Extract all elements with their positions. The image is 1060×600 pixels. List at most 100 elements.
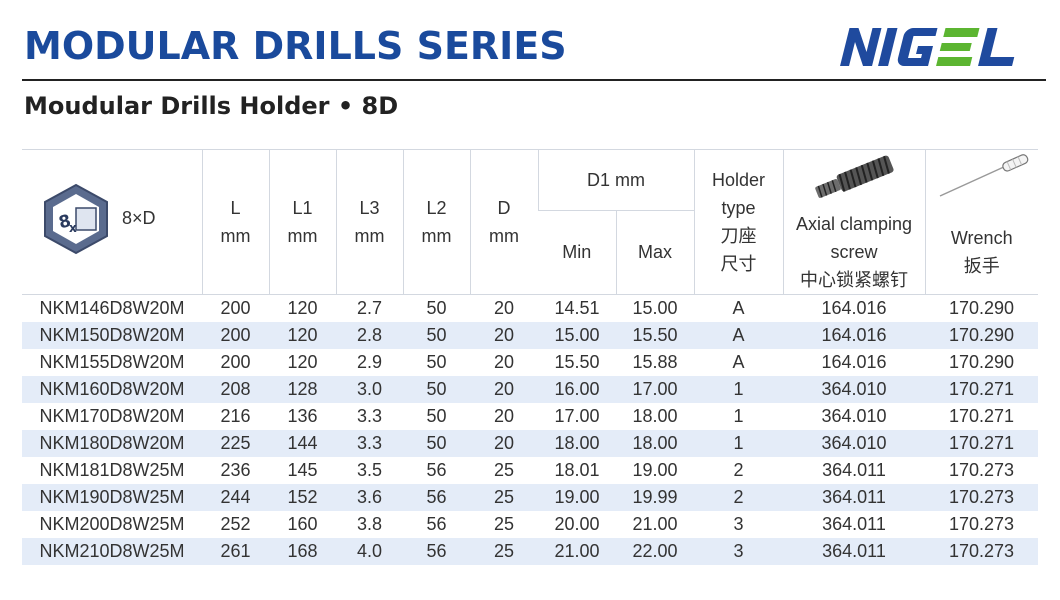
cell-D: 20 — [493, 406, 515, 426]
cell-d1-max: 15.00 — [632, 298, 678, 318]
section-subtitle: Moudular Drills Holder • 8D — [24, 92, 399, 120]
cell-L: 252 — [220, 514, 251, 534]
cell-L1: 120 — [287, 298, 318, 318]
cell-d1-max: 15.88 — [632, 352, 678, 372]
wrench-icon — [939, 154, 1029, 197]
cell-L: 261 — [202, 538, 269, 565]
wrench-image-cell — [924, 149, 1038, 210]
cell-wrench: 170.290 — [948, 298, 1015, 318]
cell-wrench: 170.271 — [925, 376, 1038, 403]
cell-part-number: NKM210D8W25M — [22, 538, 202, 565]
cell-L1: 144 — [269, 430, 336, 457]
cell-part-number: NKM146D8W20M — [39, 298, 185, 318]
cell-holder-type: A — [732, 352, 745, 372]
cell-d1-max: 19.00 — [632, 460, 678, 480]
col-header-L3: L3 mm — [335, 149, 403, 295]
cell-L: 200 — [220, 298, 251, 318]
table-body: NKM146D8W20M 200 120 2.7 50 20 14.51 15.00 A 164.… — [22, 295, 1038, 565]
cell-L3: 2.9 — [356, 352, 383, 372]
nigel-logo — [836, 26, 1036, 73]
screw-icon — [815, 155, 894, 198]
cell-part-number: NKM200D8W25M — [39, 514, 185, 534]
table-row: NKM150D8W20M 200 120 2.8 50 20 15.00 15.50 A 164.… — [22, 322, 1038, 349]
table-row: NKM180D8W20M 225 144 3.3 50 20 18.00 18.00 1 364.… — [22, 430, 1038, 457]
table-row: NKM160D8W20M 208 128 3.0 50 20 16.00 17.00 1 364.… — [22, 376, 1038, 403]
cell-holder-type: 2 — [694, 484, 783, 511]
cell-screw: 364.010 — [783, 376, 925, 403]
cell-holder-type: A — [694, 322, 783, 349]
table-row: NKM155D8W20M 200 120 2.9 50 20 15.50 15.88 A 164.… — [22, 349, 1038, 376]
col-header-axial-clamping-screw: Axial clamping screw 中心锁紧螺钉 — [782, 210, 925, 295]
cell-L2: 50 — [403, 322, 470, 349]
table-row: NKM170D8W20M 216 136 3.3 50 20 17.00 18.00 1 364.… — [22, 403, 1038, 430]
cell-L1: 128 — [269, 376, 336, 403]
cell-part-number: NKM150D8W20M — [22, 322, 202, 349]
cell-wrench: 170.271 — [948, 406, 1015, 426]
cell-L2: 50 — [426, 352, 447, 372]
cell-L2: 56 — [426, 514, 447, 534]
col-header-wrench: Wrench 扳手 — [924, 210, 1038, 295]
cell-wrench: 170.273 — [925, 538, 1038, 565]
cell-part-number: NKM190D8W25M — [22, 484, 202, 511]
cell-d1-min: 18.00 — [538, 430, 616, 457]
cell-d1-max: 18.00 — [632, 406, 678, 426]
cell-d1-min: 21.00 — [538, 538, 616, 565]
cell-L2: 56 — [403, 484, 470, 511]
cell-L2: 50 — [403, 376, 470, 403]
cell-L3: 3.0 — [336, 376, 403, 403]
col-header-min: Min — [538, 209, 616, 295]
svg-text:8: 8 — [57, 211, 73, 233]
col-header-L2: L2 mm — [402, 149, 470, 295]
cell-holder-type: 2 — [733, 460, 744, 480]
table-row: NKM200D8W25M 252 160 3.8 56 25 20.00 21.00 3 364.… — [22, 511, 1038, 538]
cell-part-number: NKM181D8W25M — [39, 460, 185, 480]
cell-wrench: 170.290 — [925, 322, 1038, 349]
cell-screw: 364.011 — [822, 460, 886, 480]
cell-screw: 364.010 — [783, 430, 925, 457]
cell-L3: 4.0 — [336, 538, 403, 565]
cell-D: 25 — [493, 460, 515, 480]
cell-holder-type: 3 — [733, 514, 744, 534]
cell-d1-max: 19.99 — [616, 484, 694, 511]
col-header-L1: L1 mm — [268, 149, 336, 295]
cell-L: 200 — [220, 352, 251, 372]
cell-D: 20 — [493, 352, 515, 372]
cell-wrench: 170.273 — [925, 484, 1038, 511]
cell-D: 25 — [493, 514, 515, 534]
ratio-label: 8×D — [122, 208, 156, 228]
cell-d1-max: 21.00 — [632, 514, 678, 534]
col-header-max: Max — [615, 209, 694, 295]
cell-L3: 2.8 — [336, 322, 403, 349]
cell-L3: 3.6 — [336, 484, 403, 511]
cell-L1: 120 — [287, 352, 318, 372]
title-divider — [22, 79, 1046, 81]
cell-L: 216 — [220, 406, 251, 426]
cell-L2: 50 — [426, 406, 447, 426]
cell-L: 236 — [220, 460, 251, 480]
header-icon-cell: 8 x 8×D — [22, 149, 202, 295]
cell-L: 208 — [202, 376, 269, 403]
cell-wrench: 170.271 — [925, 430, 1038, 457]
cell-screw: 364.011 — [783, 538, 925, 565]
col-header-D1: D1 mm — [537, 149, 694, 210]
cell-L3: 3.5 — [356, 460, 383, 480]
table-row: NKM181D8W25M 236 145 3.5 56 25 18.01 19.00 2 364.… — [22, 457, 1038, 484]
cell-d1-min: 15.00 — [538, 322, 616, 349]
cell-holder-type: 1 — [733, 406, 744, 426]
cell-part-number: NKM160D8W20M — [22, 376, 202, 403]
cell-D: 20 — [470, 430, 538, 457]
cell-D: 20 — [470, 322, 538, 349]
cell-screw: 364.011 — [783, 484, 925, 511]
cell-D: 20 — [493, 298, 515, 318]
cell-L1: 152 — [269, 484, 336, 511]
cell-screw: 164.016 — [821, 298, 887, 318]
cell-wrench: 170.273 — [948, 514, 1015, 534]
cell-d1-min: 14.51 — [554, 298, 600, 318]
cell-d1-min: 15.50 — [554, 352, 600, 372]
cell-wrench: 170.273 — [948, 460, 1015, 480]
cell-D: 25 — [470, 484, 538, 511]
cell-wrench: 170.290 — [948, 352, 1015, 372]
